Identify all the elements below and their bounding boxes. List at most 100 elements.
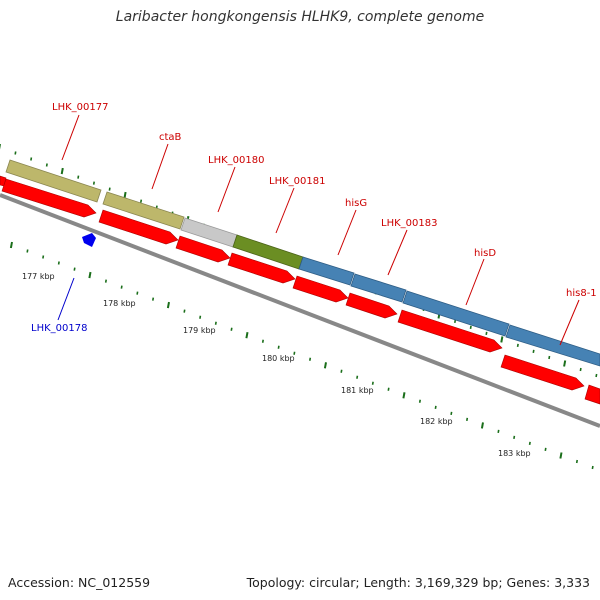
- axis-tick: [466, 417, 469, 422]
- axis-tick: [42, 255, 45, 259]
- gene-labels: LHK_00177 ctaB LHK_00180 LHK_00181 hisG …: [31, 102, 597, 334]
- axis-tick: [418, 399, 421, 403]
- axis-tick: [277, 345, 280, 349]
- kbp-label-181: 181 kbp: [341, 386, 374, 395]
- axis-tick: [166, 301, 170, 309]
- axis-tick: [26, 249, 29, 253]
- kbp-label-178: 178 kbp: [103, 299, 136, 308]
- feature-blue-2[interactable]: [350, 273, 407, 303]
- feature-khaki-2[interactable]: [102, 191, 185, 230]
- axis-tick: [356, 375, 359, 379]
- gene-arrow[interactable]: [500, 354, 585, 391]
- kbp-label-183: 183 kbp: [498, 449, 531, 458]
- gene-label-lhk-00181[interactable]: LHK_00181: [269, 176, 325, 187]
- kbp-label-177: 177 kbp: [22, 272, 55, 281]
- genome-title: Laribacter hongkongensis HLHK9, complete…: [115, 9, 485, 25]
- feature-blue-1[interactable]: [298, 256, 355, 286]
- axis-tick: [88, 271, 92, 279]
- axis-tick: [450, 411, 453, 416]
- axis-tick: [261, 339, 264, 343]
- gene-label-his8-1[interactable]: his8-1: [566, 288, 597, 299]
- gene-arrow[interactable]: [345, 292, 398, 319]
- gene-arrow[interactable]: [1, 178, 97, 218]
- feature-blue-4[interactable]: [505, 324, 600, 367]
- axis-tick: [30, 157, 33, 161]
- gene-label-hisg[interactable]: hisG: [345, 198, 367, 209]
- label-leader-blue: [57, 277, 75, 321]
- axis-tick: [532, 349, 535, 354]
- label-leaders: [61, 114, 580, 346]
- gene-label-lhk-00177[interactable]: LHK_00177: [52, 102, 108, 113]
- axis-tick: [152, 297, 155, 301]
- gene-label-lhk-00183[interactable]: LHK_00183: [381, 218, 437, 229]
- axis-tick: [591, 465, 594, 470]
- gene-label-lhk-00180[interactable]: LHK_00180: [208, 155, 264, 166]
- gene-arrow[interactable]: [98, 209, 179, 245]
- axis-tick: [92, 181, 95, 185]
- axis-tick: [500, 336, 504, 343]
- axis-tick: [371, 381, 374, 385]
- gene-arrow[interactable]: [397, 309, 503, 353]
- axis-tick: [579, 367, 582, 372]
- axis-tick: [245, 332, 249, 339]
- feature-blue-3[interactable]: [402, 290, 510, 337]
- genome-summary-text: Topology: circular; Length: 3,169,329 bp…: [246, 575, 590, 590]
- axis-tick: [497, 429, 500, 434]
- axis-tick: [485, 331, 488, 336]
- kbp-label-180: 180 kbp: [262, 354, 295, 363]
- axis-tick: [136, 291, 139, 295]
- axis-tick: [140, 199, 143, 203]
- axis-tick: [469, 325, 472, 330]
- axis-tick: [60, 167, 64, 175]
- gene-label-hisd[interactable]: hisD: [474, 248, 496, 259]
- axis-tick: [45, 163, 48, 167]
- gene-arrow[interactable]: [175, 235, 231, 263]
- axis-tick: [77, 175, 80, 179]
- reverse-gene-marker[interactable]: [82, 233, 96, 247]
- axis-tick: [434, 405, 437, 410]
- gene-arrow[interactable]: [292, 275, 349, 303]
- gene-label-ctab[interactable]: ctaB: [159, 132, 182, 143]
- axis-tick: [183, 309, 186, 313]
- axis-tick: [199, 315, 202, 319]
- lower-tick-row: [9, 241, 594, 470]
- backbone-line: [0, 193, 600, 428]
- kbp-labels: 177 kbp 178 kbp 179 kbp 180 kbp 181 kbp …: [22, 272, 531, 458]
- axis-tick: [293, 351, 296, 355]
- axis-tick: [544, 447, 547, 452]
- axis-tick: [57, 261, 60, 265]
- axis-tick: [230, 327, 233, 331]
- gene-arrow[interactable]: [584, 384, 600, 405]
- axis-tick: [559, 452, 563, 459]
- axis-tick: [548, 355, 551, 360]
- axis-tick: [513, 435, 516, 440]
- axis-tick: [73, 267, 76, 271]
- kbp-label-182: 182 kbp: [420, 417, 453, 426]
- axis-tick: [104, 279, 107, 283]
- axis-tick: [528, 441, 531, 446]
- axis-tick: [214, 321, 217, 325]
- axis-tick: [340, 369, 343, 373]
- feature-track: [5, 159, 600, 367]
- gene-arrow-track: [0, 175, 600, 405]
- accession-text: Accession: NC_012559: [8, 575, 151, 590]
- axis-tick: [309, 357, 312, 361]
- gene-arrow[interactable]: [227, 252, 296, 284]
- kbp-label-179: 179 kbp: [183, 326, 216, 335]
- axis-tick: [323, 362, 327, 369]
- axis-tick: [575, 459, 578, 464]
- axis-tick: [402, 392, 406, 399]
- axis-tick: [9, 241, 13, 249]
- axis-tick: [595, 373, 598, 378]
- axis-tick: [480, 422, 484, 429]
- axis-tick: [516, 343, 519, 348]
- axis-tick: [120, 285, 123, 289]
- gene-label-lhk-00178[interactable]: LHK_00178: [31, 323, 87, 334]
- axis-tick: [123, 191, 127, 199]
- feature-khaki-1[interactable]: [5, 159, 102, 203]
- axis-tick: [454, 319, 457, 324]
- axis-tick: [387, 387, 390, 391]
- axis-tick: [108, 187, 111, 191]
- axis-tick: [563, 360, 567, 367]
